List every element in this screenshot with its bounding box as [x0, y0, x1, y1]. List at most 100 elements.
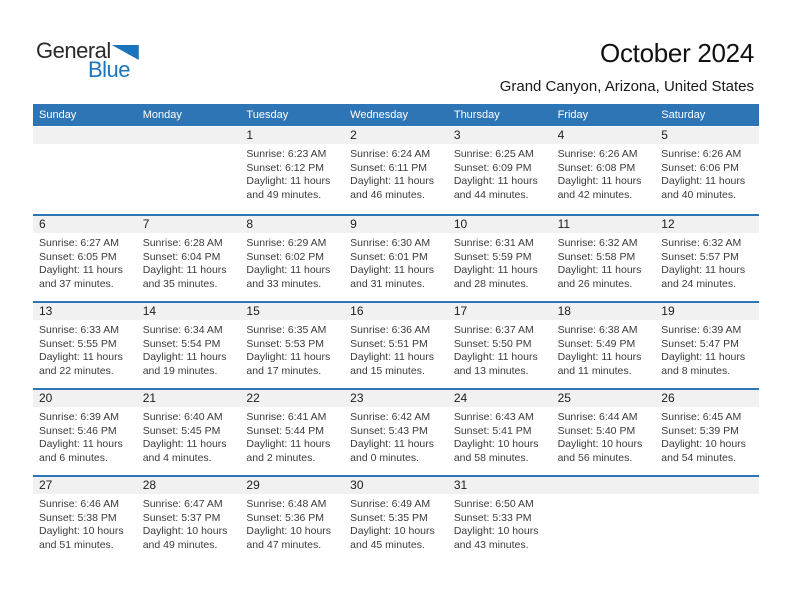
day-number-band [33, 127, 137, 144]
sunset-text: Sunset: 5:36 PM [246, 511, 325, 524]
day-number-band: 26 [655, 390, 759, 407]
sunset-text: Sunset: 6:06 PM [661, 161, 739, 174]
day-cell: 27 Sunrise: 6:46 AM Sunset: 5:38 PM Dayl… [33, 477, 137, 562]
daylight-text: Daylight: 10 hours and 56 minutes. [557, 438, 643, 464]
daylight-text: Daylight: 11 hours and 33 minutes. [246, 264, 331, 290]
day-number: 29 [246, 478, 260, 492]
calendar-table: Sunday Monday Tuesday Wednesday Thursday Frid… [33, 104, 759, 562]
day-number: 28 [142, 478, 157, 492]
logo-text-blue: Blue [88, 57, 131, 82]
day-details: Sunrise: 6:23 AM Sunset: 6:12 PM Dayligh… [240, 144, 344, 202]
day-cell: 3 Sunrise: 6:25 AM Sunset: 6:09 PM Dayli… [447, 127, 552, 214]
day-details: Sunrise: 6:26 AM Sunset: 6:06 PM Dayligh… [655, 144, 759, 202]
sunset-text: Sunset: 6:09 PM [453, 161, 532, 174]
day-details: Sunrise: 6:39 AM Sunset: 5:46 PM Dayligh… [33, 407, 137, 465]
day-number: 13 [39, 304, 53, 318]
day-details [655, 494, 759, 498]
sunrise-text: Sunrise: 6:25 AM [453, 148, 534, 160]
day-details: Sunrise: 6:24 AM Sunset: 6:11 PM Dayligh… [344, 144, 448, 202]
sunrise-text: Sunrise: 6:29 AM [246, 237, 327, 249]
day-number-band [655, 477, 759, 494]
page-subtitle: Grand Canyon, Arizona, United States [499, 78, 754, 95]
daylight-text: Daylight: 11 hours and 11 minutes. [557, 351, 642, 377]
day-number: 7 [142, 217, 150, 231]
day-details: Sunrise: 6:35 AM Sunset: 5:53 PM Dayligh… [240, 320, 344, 378]
day-cell: 7 Sunrise: 6:28 AM Sunset: 6:04 PM Dayli… [136, 216, 241, 301]
sunrise-text: Sunrise: 6:30 AM [350, 237, 431, 249]
weekday-header-thursday: Thursday [453, 109, 500, 121]
sunrise-text: Sunrise: 6:39 AM [39, 411, 119, 423]
week-row-5: 27 Sunrise: 6:46 AM Sunset: 5:38 PM Dayl… [33, 475, 759, 562]
sunrise-text: Sunrise: 6:39 AM [661, 324, 742, 336]
day-cell [33, 127, 137, 214]
week-row-4: 20 Sunrise: 6:39 AM Sunset: 5:46 PM Dayl… [33, 388, 759, 475]
day-number-band: 1 [240, 127, 345, 144]
day-number-band: 31 [447, 477, 552, 494]
sunset-text: Sunset: 5:54 PM [142, 337, 221, 350]
day-cell: 21 Sunrise: 6:40 AM Sunset: 5:45 PM Dayl… [136, 390, 241, 475]
day-number-band: 25 [551, 390, 656, 407]
day-number: 20 [39, 391, 53, 405]
day-cell: 20 Sunrise: 6:39 AM Sunset: 5:46 PM Dayl… [33, 390, 137, 475]
daylight-text: Daylight: 11 hours and 49 minutes. [246, 175, 331, 201]
daylight-text: Daylight: 10 hours and 43 minutes. [453, 525, 539, 551]
day-cell: 13 Sunrise: 6:33 AM Sunset: 5:55 PM Dayl… [33, 303, 137, 388]
day-number-band: 28 [136, 477, 241, 494]
day-number-band [136, 127, 241, 144]
sunset-text: Sunset: 5:43 PM [350, 424, 428, 437]
daylight-text: Daylight: 11 hours and 26 minutes. [557, 264, 642, 290]
day-number: 15 [246, 304, 260, 318]
daylight-text: Daylight: 11 hours and 19 minutes. [142, 351, 227, 377]
day-cell: 1 Sunrise: 6:23 AM Sunset: 6:12 PM Dayli… [240, 127, 345, 214]
sunset-text: Sunset: 5:35 PM [350, 511, 428, 524]
day-number: 12 [661, 217, 675, 231]
daylight-text: Daylight: 11 hours and 2 minutes. [246, 438, 331, 464]
day-cell: 16 Sunrise: 6:36 AM Sunset: 5:51 PM Dayl… [344, 303, 448, 388]
day-cell: 2 Sunrise: 6:24 AM Sunset: 6:11 PM Dayli… [344, 127, 448, 214]
sunrise-text: Sunrise: 6:50 AM [453, 498, 534, 510]
day-details: Sunrise: 6:48 AM Sunset: 5:36 PM Dayligh… [240, 494, 344, 552]
day-details: Sunrise: 6:37 AM Sunset: 5:50 PM Dayligh… [448, 320, 552, 378]
sunrise-text: Sunrise: 6:48 AM [246, 498, 327, 510]
day-details: Sunrise: 6:40 AM Sunset: 5:45 PM Dayligh… [137, 407, 241, 465]
day-cell: 8 Sunrise: 6:29 AM Sunset: 6:02 PM Dayli… [240, 216, 345, 301]
sunset-text: Sunset: 5:51 PM [350, 337, 428, 350]
day-cell [551, 477, 656, 562]
day-details: Sunrise: 6:36 AM Sunset: 5:51 PM Dayligh… [344, 320, 448, 378]
day-number-band: 2 [344, 127, 448, 144]
sunset-text: Sunset: 5:57 PM [661, 250, 739, 263]
day-details: Sunrise: 6:32 AM Sunset: 5:58 PM Dayligh… [552, 233, 656, 291]
day-number: 30 [350, 478, 364, 492]
weekday-header-wednesday: Wednesday [350, 109, 409, 121]
day-cell [655, 477, 759, 562]
daylight-text: Daylight: 10 hours and 54 minutes. [661, 438, 746, 464]
day-number-band: 7 [136, 216, 241, 233]
sunrise-text: Sunrise: 6:38 AM [557, 324, 638, 336]
sunset-text: Sunset: 6:08 PM [557, 161, 636, 174]
sunrise-text: Sunrise: 6:45 AM [661, 411, 742, 423]
daylight-text: Daylight: 11 hours and 17 minutes. [246, 351, 331, 377]
page-title: October 2024 [600, 38, 754, 68]
weekday-header-tuesday: Tuesday [246, 109, 289, 121]
sunrise-text: Sunrise: 6:47 AM [142, 498, 223, 510]
day-details: Sunrise: 6:29 AM Sunset: 6:02 PM Dayligh… [240, 233, 344, 291]
day-cell [136, 127, 241, 214]
title-block: October 2024 Grand Canyon, Arizona, Unit… [499, 38, 755, 95]
day-details: Sunrise: 6:25 AM Sunset: 6:09 PM Dayligh… [448, 144, 552, 202]
day-details: Sunrise: 6:50 AM Sunset: 5:33 PM Dayligh… [448, 494, 552, 552]
daylight-text: Daylight: 11 hours and 24 minutes. [661, 264, 746, 290]
day-details [137, 144, 241, 148]
day-cell: 6 Sunrise: 6:27 AM Sunset: 6:05 PM Dayli… [33, 216, 137, 301]
sunrise-text: Sunrise: 6:40 AM [142, 411, 223, 423]
sunrise-text: Sunrise: 6:37 AM [453, 324, 534, 336]
day-cell: 9 Sunrise: 6:30 AM Sunset: 6:01 PM Dayli… [344, 216, 448, 301]
day-details: Sunrise: 6:42 AM Sunset: 5:43 PM Dayligh… [344, 407, 448, 465]
daylight-text: Daylight: 11 hours and 31 minutes. [350, 264, 434, 290]
sunrise-text: Sunrise: 6:43 AM [453, 411, 534, 423]
day-number: 25 [557, 391, 571, 405]
sunset-text: Sunset: 6:02 PM [246, 250, 325, 263]
day-number: 26 [661, 391, 675, 405]
day-number: 23 [350, 391, 364, 405]
daylight-text: Daylight: 11 hours and 4 minutes. [142, 438, 227, 464]
day-number: 9 [350, 217, 357, 231]
